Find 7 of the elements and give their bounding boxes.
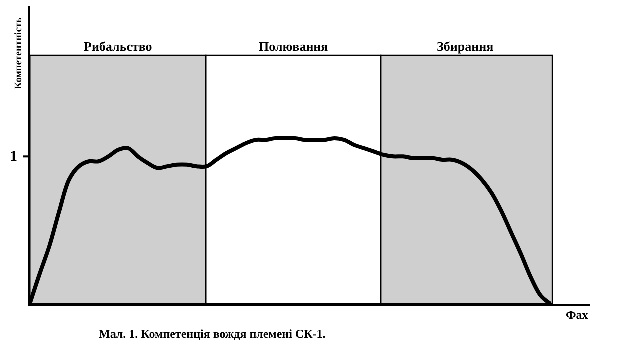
text: Збирання: [437, 39, 494, 54]
text: Рибальство: [84, 39, 152, 54]
text: 1: [10, 149, 18, 165]
x-axis-title: Фах: [566, 308, 588, 322]
text: Полювання: [259, 39, 328, 54]
y-axis-title: Компетентність: [14, 16, 25, 90]
text: Мал. 1. Компетенція вождя племені СК-1.: [99, 327, 326, 341]
